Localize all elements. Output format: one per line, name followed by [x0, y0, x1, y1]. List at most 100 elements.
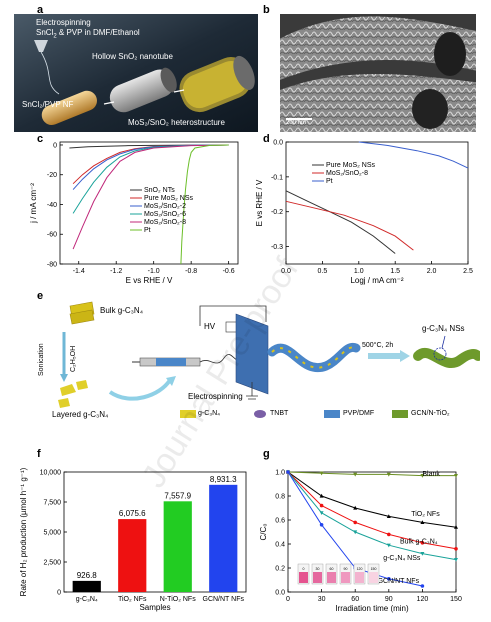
x-tick-label: 1.0 — [354, 268, 364, 275]
series-line-4 — [72, 144, 229, 250]
panel-letter-e: e — [37, 290, 44, 302]
legend-label: SnO₂ NTs — [144, 187, 175, 194]
data-point — [286, 470, 290, 474]
x-category-label: TiO₂ NFs — [118, 596, 147, 603]
series-line-2 — [287, 471, 457, 550]
sem-micrograph: 200 nm — [270, 14, 490, 132]
plot-frame — [59, 141, 239, 265]
x-tick-label: 150 — [450, 596, 462, 603]
data-point — [454, 525, 458, 529]
x-axis-label: Logj / mA cm⁻² — [350, 276, 403, 285]
label-sonication: Sonication — [38, 343, 45, 376]
inset-vial-liquid — [313, 572, 322, 583]
x-axis-label: Irradiation time (min) — [335, 604, 409, 613]
x-tick-label: -0.8 — [185, 268, 197, 275]
bar-2 — [163, 501, 192, 592]
legend-gcn-ntio2: GCN/N-TiO₂ — [411, 410, 450, 417]
data-point — [420, 584, 425, 588]
legend-label: MoS₂/SnO₂-8 — [144, 219, 186, 226]
data-point — [420, 520, 425, 524]
data-point — [454, 558, 458, 562]
series-label: Blank — [422, 471, 440, 478]
legend-label: MoS₂/SnO₂-2 — [144, 203, 186, 210]
label-annealing: 500°C, 2h — [362, 342, 394, 349]
y-tick-label: 10,000 — [40, 470, 62, 477]
y-tick-label: -60 — [47, 232, 57, 239]
plot-frame — [285, 141, 469, 265]
label-bulk-gcn: Bulk g-C₃N₄ — [100, 306, 143, 315]
data-point — [319, 523, 324, 527]
series-label: TiO₂ NFs — [411, 511, 440, 518]
data-point — [454, 474, 458, 478]
x-tick-label: -0.6 — [223, 268, 235, 275]
series-line-1 — [287, 471, 457, 528]
inset-vial-liquid — [299, 572, 308, 583]
chart-polarization-curves: -1.4 -1.2 -1.0 -0.8 -0.6 0 -20 -40 -60 -80 E vs RH… — [29, 141, 239, 285]
data-point — [319, 511, 324, 515]
schematic-hollow-nanotube: Electrospinning SnCl2 & PVP in DMF/Ethan… — [14, 14, 258, 132]
series-label: g-C₃N₄ NSs — [383, 555, 421, 562]
series-label: GCN/NT NFs — [378, 578, 420, 585]
x-tick-label: 2.5 — [463, 268, 473, 275]
legend-label: MoS₂/SnO₂-8 — [326, 170, 368, 177]
inset-vial-liquid — [355, 572, 364, 583]
plot-frame — [287, 471, 457, 593]
bar-value-label: 8,931.3 — [210, 475, 237, 484]
label-solution: SnCl2 & PVP in DMF/Ethanol — [36, 28, 140, 40]
x-tick-label: 0.0 — [281, 268, 291, 275]
y-tick-label: -0.2 — [271, 209, 283, 216]
chart-degradation-kinetics: 0 30 60 90 120 150 0.0 0.2 0.4 0.6 0.8 1.0 Irradiati… — [259, 470, 462, 614]
data-point — [353, 472, 358, 477]
y-tick-label: 0 — [57, 590, 61, 597]
data-point — [353, 520, 357, 525]
label-electrospinning-step: Electrospinning — [188, 392, 243, 401]
inset-vial-liquid — [341, 572, 350, 583]
chart-tafel-plots: 0.0 0.5 1.0 1.5 2.0 2.5 0.0 -0.1 -0.2 -0.3 Logj / … — [255, 140, 473, 286]
inset-vial-liquid — [327, 572, 336, 583]
panel-letter-d: d — [263, 133, 270, 145]
y-axis-label: Rate of H₂ production (µmol h⁻¹ g⁻¹) — [19, 467, 28, 596]
legend-label: Pure MoS₂ NSs — [326, 162, 376, 169]
series-line-3 — [287, 471, 457, 561]
y-tick-label: -20 — [47, 172, 57, 179]
data-point — [454, 547, 458, 551]
label-hollow-nanotube: Hollow SnO₂ nanotube — [92, 52, 173, 61]
label-precursor-fiber: SnCl₂/PVP NF — [22, 100, 74, 109]
x-tick-label: 0 — [286, 596, 290, 603]
panel-letter-g: g — [263, 448, 270, 460]
panel-letter-c: c — [37, 133, 44, 145]
x-axis-label: Samples — [139, 603, 170, 612]
inset-vial-label: 60 — [330, 567, 334, 571]
data-point — [319, 493, 324, 498]
label-heterostructure: MoS₂/SnO₂ heterostructure — [128, 118, 225, 127]
legend-label: Pt — [144, 227, 151, 234]
y-tick-label: 0.8 — [275, 494, 285, 501]
data-point — [319, 503, 324, 508]
x-tick-label: -1.0 — [148, 268, 160, 275]
panel-letter-f: f — [37, 448, 41, 460]
x-category-label: N-TiO₂ NFs — [160, 596, 196, 603]
y-tick-label: 0.4 — [275, 542, 285, 549]
series-line-5 — [180, 144, 229, 265]
series-line-1 — [72, 144, 229, 185]
x-tick-label: 0.5 — [318, 268, 328, 275]
bar-value-label: 6,075.6 — [119, 509, 146, 518]
series-line-2 — [72, 144, 229, 190]
inset-vial-label: 90 — [344, 567, 348, 571]
data-point — [386, 514, 391, 518]
scale-bar-label: 200 nm — [286, 120, 307, 126]
x-tick-label: 30 — [318, 596, 326, 603]
inset-vial-label: 30 — [316, 567, 320, 571]
data-point — [420, 552, 425, 556]
y-tick-label: 0 — [53, 142, 57, 149]
x-tick-label: 60 — [351, 596, 359, 603]
legend-tnbt: TNBT — [270, 410, 289, 417]
y-tick-label: -0.3 — [271, 244, 283, 251]
y-tick-label: 0.2 — [275, 566, 285, 573]
data-point — [353, 505, 358, 510]
data-point — [387, 577, 391, 581]
label-hv: HV — [204, 322, 216, 331]
x-axis-label: E vs RHE / V — [126, 276, 173, 285]
x-category-label: GCN/NT NFs — [203, 596, 245, 603]
label-electrospinning: Electrospinning — [36, 18, 91, 27]
